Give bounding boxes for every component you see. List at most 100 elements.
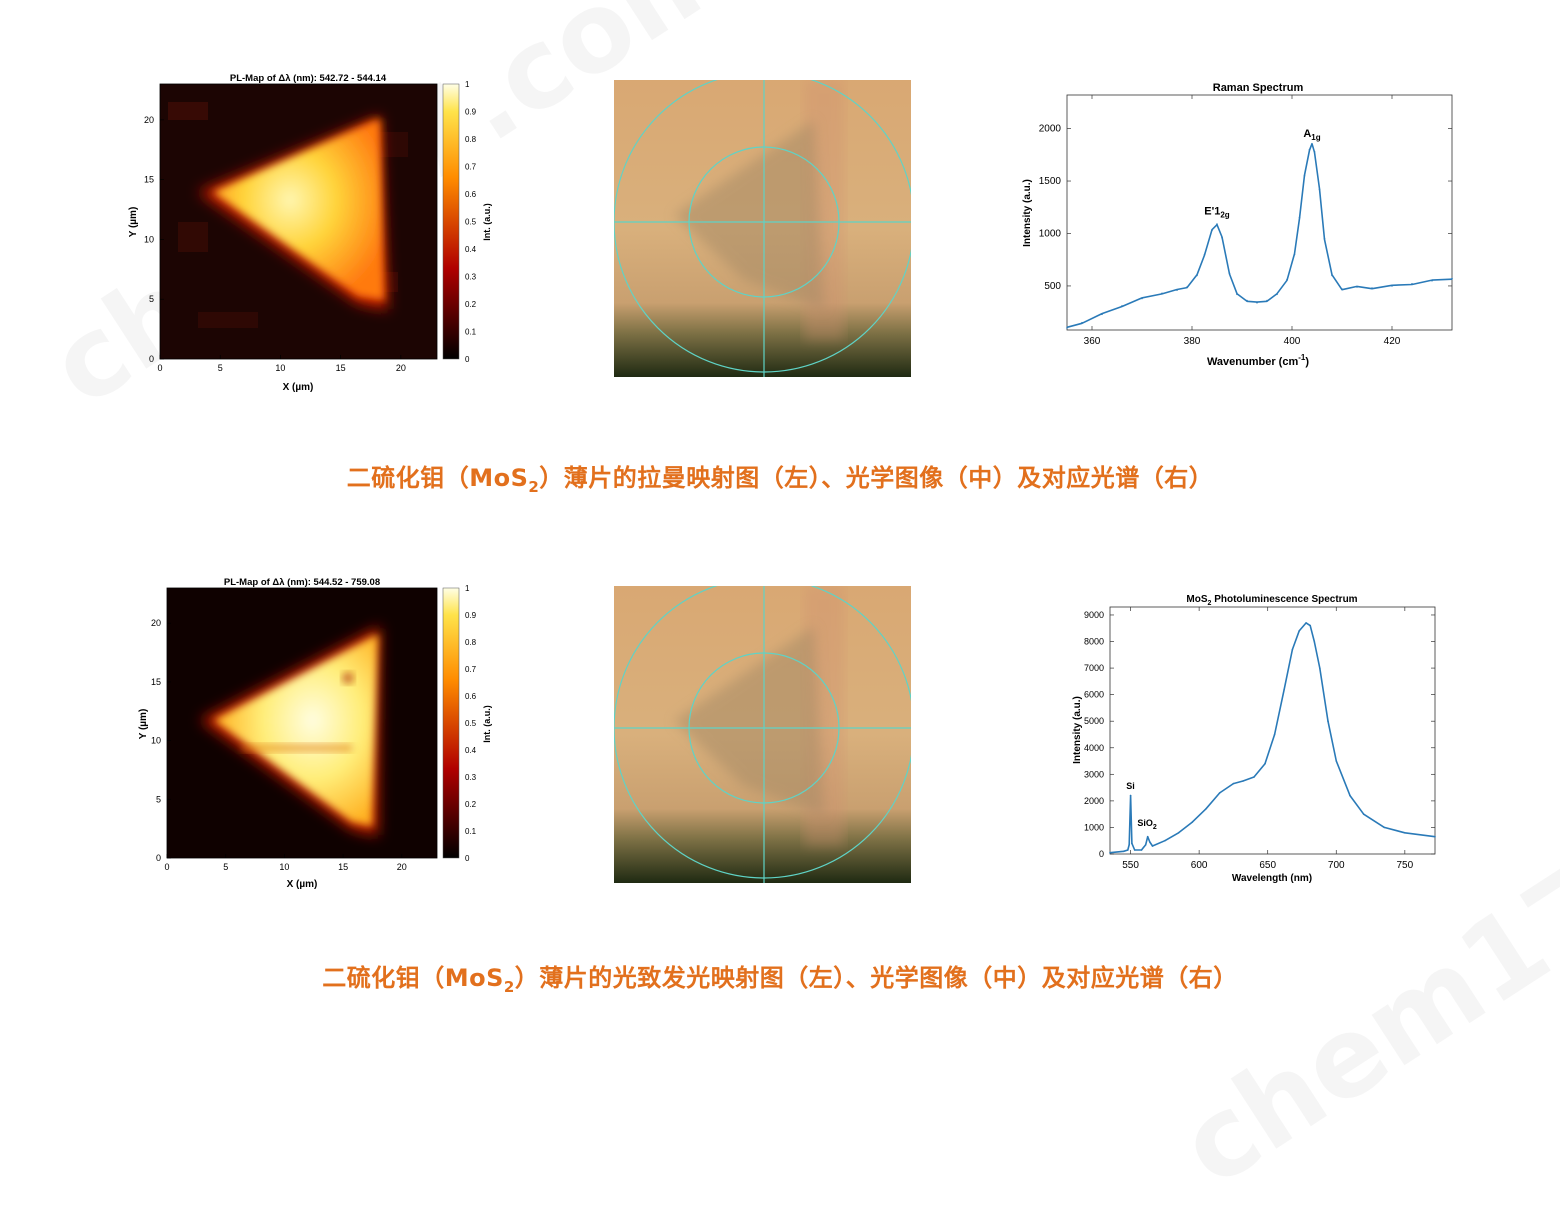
map-x-tick: 5 xyxy=(223,862,228,872)
pl-spectrum-panel: MoS2 Photoluminescence Spectrum 550 600 65… xyxy=(1065,590,1445,890)
y-tick-label: 5000 xyxy=(1084,716,1104,726)
caption-top-post: ）薄片的拉曼映射图（左）、光学图像（中）及对应光谱（右） xyxy=(539,464,1214,492)
y-tick-label: 2000 xyxy=(1084,796,1104,806)
spectrum-point xyxy=(1242,780,1244,782)
pl-map-panel: PL-Map of Δλ (nm): 544.52 - 759.08 0 0.1 0… xyxy=(122,574,502,892)
pl-map-colorbar xyxy=(442,587,460,859)
spectrum-point xyxy=(1141,297,1143,300)
pl-map-colorbar-label: Int. (a.u.) xyxy=(482,705,492,743)
colorbar-tick: 0.6 xyxy=(465,692,477,701)
spectrum-point xyxy=(1383,826,1386,829)
map-x-tick: 20 xyxy=(397,862,407,872)
optical-flake xyxy=(674,626,824,816)
raman-map-xlabel: X (µm) xyxy=(283,382,314,393)
pl-map-colorbar-ticks: 0 0.1 0.2 0.3 0.4 0.5 0.6 0.7 0.8 0.9 1 xyxy=(465,584,477,863)
y-tick-label: 7000 xyxy=(1084,663,1104,673)
spectrum-point xyxy=(1256,301,1258,304)
y-tick-label: 8000 xyxy=(1084,637,1104,647)
chart-ticks: 550 600 650 700 750 0 1000 2000 3000 4000 5000 6000… xyxy=(1084,606,1436,871)
colorbar-tick: 0.5 xyxy=(465,218,477,227)
spectrum-point xyxy=(1176,289,1178,291)
spectrum-point xyxy=(1308,148,1311,151)
pl-map-title: PL-Map of Δλ (nm): 544.52 - 759.08 xyxy=(224,577,380,588)
x-tick-label: 380 xyxy=(1184,336,1201,347)
pl-map-ylabel: Y (µm) xyxy=(138,709,149,740)
map-y-tick: 5 xyxy=(156,794,161,804)
spectrum-point xyxy=(1264,762,1266,765)
spectrum-point xyxy=(1434,835,1436,838)
raman-map-figure: PL-Map of Δλ (nm): 542.72 - 544.14 00.10… xyxy=(128,73,492,393)
y-tick-label: 1000 xyxy=(1084,822,1104,832)
x-tick-label: 700 xyxy=(1328,860,1345,871)
x-tick-label: 400 xyxy=(1284,336,1301,347)
spectrum-point xyxy=(1286,278,1288,281)
spectrum-point xyxy=(1266,299,1268,302)
chart-xlabel: Wavenumber (cm-1) xyxy=(1207,353,1309,368)
raman-map-flake xyxy=(213,118,384,300)
colorbar-tick: 0.1 xyxy=(465,328,477,337)
raman-map-title: PL-Map of Δλ (nm): 542.72 - 544.14 xyxy=(230,73,387,84)
colorbar-tick: 0.2 xyxy=(465,800,477,809)
map-y-tick: 15 xyxy=(151,677,161,687)
spectrum-line-0 xyxy=(1066,142,1453,329)
map-y-tick: 15 xyxy=(144,175,154,185)
map-y-tick: 20 xyxy=(151,618,161,628)
y-tick-label: 3000 xyxy=(1084,769,1104,779)
colorbar-tick: 1 xyxy=(465,584,470,593)
y-tick-label: 1000 xyxy=(1039,228,1062,239)
caption-bottom-sub: 2 xyxy=(503,977,515,996)
map-x-tick: 10 xyxy=(279,862,289,872)
colorbar-tick: 0.3 xyxy=(465,773,477,782)
spectrum-point xyxy=(1236,293,1238,296)
spectrum-point xyxy=(1298,216,1301,219)
x-tick-label: 600 xyxy=(1191,860,1208,871)
spectrum-point xyxy=(1146,835,1149,838)
optical-image-bottom xyxy=(613,577,915,883)
spectrum-point xyxy=(1149,841,1151,843)
colorbar-tick: 0.8 xyxy=(465,638,477,647)
optical-image-top xyxy=(613,71,915,377)
x-tick-label: 550 xyxy=(1122,860,1139,871)
peak-annotation: A1g xyxy=(1303,128,1320,142)
spectrum-point xyxy=(1191,821,1194,823)
spectrum-point xyxy=(1318,188,1321,191)
spectrum-point xyxy=(1313,640,1316,643)
plot-frame xyxy=(1109,606,1436,855)
spectrum-point xyxy=(1276,293,1278,296)
colorbar-tick: 0.7 xyxy=(465,665,477,674)
spectrum-point xyxy=(1341,288,1343,290)
spectrum-point xyxy=(1293,253,1296,256)
x-tick-label: 420 xyxy=(1384,336,1401,347)
spectrum-point xyxy=(1349,794,1351,797)
spectrum-point xyxy=(1303,175,1306,177)
colorbar-tick: 0.9 xyxy=(465,611,477,620)
colorbar-tick: 1 xyxy=(465,80,470,89)
spectrum-point xyxy=(1101,313,1103,316)
map-x-tick: 10 xyxy=(275,363,285,373)
colorbar-tick: 0.7 xyxy=(465,163,477,172)
map-y-tick: 10 xyxy=(151,736,161,746)
map-x-tick: 0 xyxy=(164,862,169,872)
peak-annotation: E'12g xyxy=(1204,206,1230,220)
spectrum-point xyxy=(1411,283,1413,285)
raman-map-colorbar xyxy=(442,83,460,360)
spectrum-point xyxy=(1253,776,1255,778)
spectrum-point xyxy=(1128,843,1130,846)
chart-title: Raman Spectrum xyxy=(1213,82,1304,94)
spectrum-point xyxy=(1129,794,1132,797)
chart-title: MoS2 Photoluminescence Spectrum xyxy=(1186,594,1357,607)
map-y-tick: 10 xyxy=(144,234,154,244)
spectrum-point xyxy=(1311,143,1313,146)
spectrum-point xyxy=(1186,286,1188,288)
spectrum-point xyxy=(1335,760,1338,762)
caption-top-pre: 二硫化钼（MoS xyxy=(346,464,529,492)
y-tick-label: 4000 xyxy=(1084,743,1104,753)
raman-map-ylabel: Y (µm) xyxy=(128,207,139,238)
chart-marks: E'12g A1g xyxy=(1066,128,1453,329)
spectrum-point xyxy=(1273,733,1276,736)
spectrum-point xyxy=(1331,274,1333,277)
colorbar-tick: 0.4 xyxy=(465,245,477,254)
spectrum-point xyxy=(1404,832,1406,834)
spectrum-point xyxy=(1313,150,1316,153)
spectrum-point xyxy=(1228,272,1231,275)
